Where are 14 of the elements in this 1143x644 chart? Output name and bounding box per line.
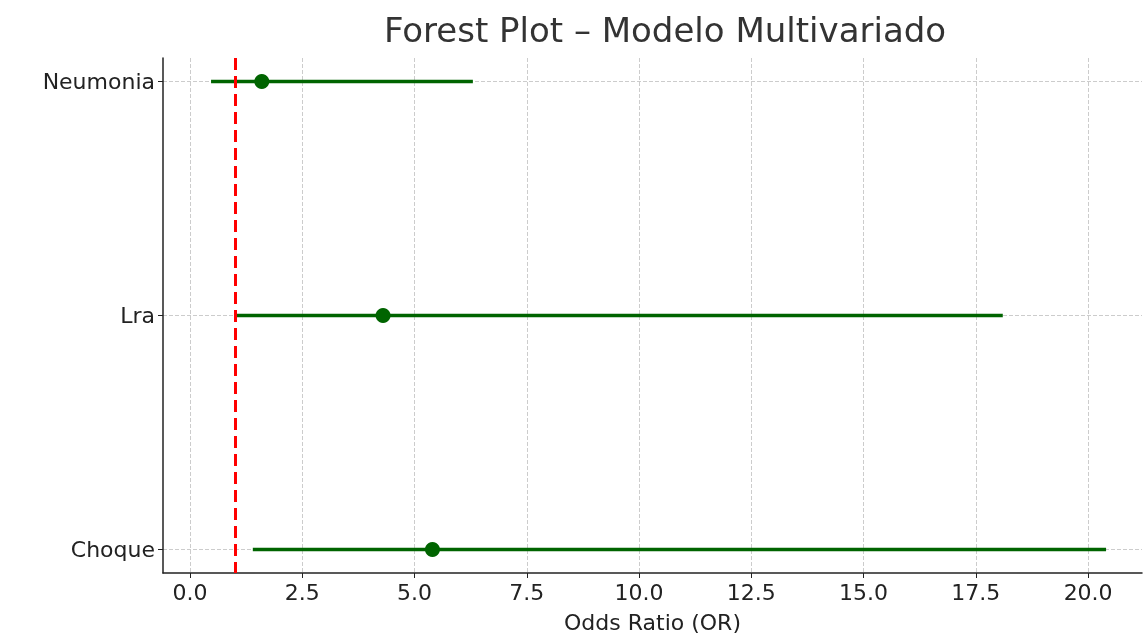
x-tick-label: 2.5 [284, 579, 320, 605]
y-tick-label: Neumonia [42, 68, 155, 94]
x-tick-label: 0.0 [172, 579, 208, 605]
x-axis-title: Odds Ratio (OR) [564, 609, 741, 635]
x-tick-label: 5.0 [396, 579, 432, 605]
x-tick-label: 7.5 [509, 579, 545, 605]
x-tick-label: 10.0 [614, 579, 664, 605]
x-tick-label: 12.5 [726, 579, 776, 605]
y-tick-label: Lra [120, 303, 155, 328]
x-tick-label: 17.5 [951, 579, 1001, 605]
y-tick-label: Choque [70, 537, 155, 563]
x-tick-label: 15.0 [839, 579, 889, 605]
x-tick-label: 20.0 [1063, 579, 1113, 605]
chart-title: Forest Plot – Modelo Multivariado [383, 10, 947, 50]
